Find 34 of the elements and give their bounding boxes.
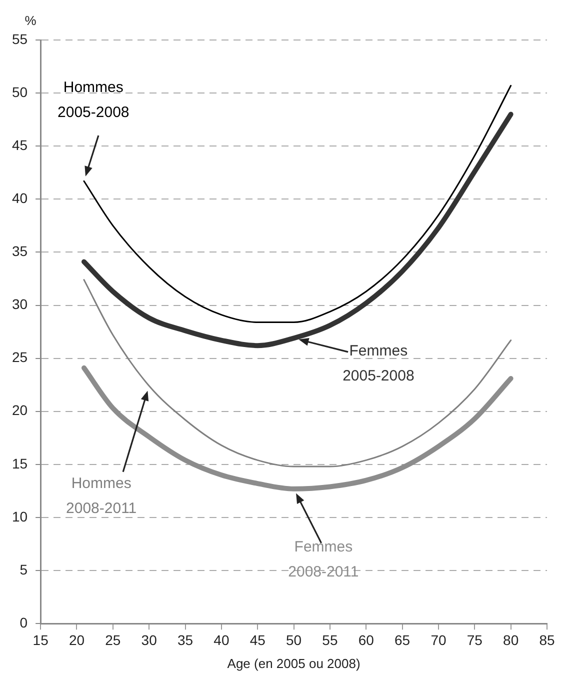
x-tick-label: 15 bbox=[32, 632, 49, 648]
x-tick-label: 35 bbox=[177, 632, 194, 648]
x-tick-label: 50 bbox=[286, 632, 302, 648]
x-tick-label: 85 bbox=[539, 632, 555, 648]
y-tick-label: 35 bbox=[12, 243, 28, 260]
x-tick-label: 65 bbox=[394, 632, 410, 648]
x-tick-label: 40 bbox=[214, 632, 230, 648]
x-tick-label: 25 bbox=[105, 632, 121, 648]
y-tick-label: 55 bbox=[12, 30, 28, 47]
x-tick-label: 75 bbox=[466, 632, 483, 648]
x-tick-label: 70 bbox=[430, 632, 446, 648]
x-tick-label: 55 bbox=[322, 632, 338, 648]
text: Femmes 2008-2011 bbox=[288, 538, 359, 581]
y-tick-label: 0 bbox=[20, 614, 28, 630]
y-axis-title: % bbox=[24, 13, 37, 28]
x-tick-label: 45 bbox=[250, 632, 266, 648]
y-tick-label: 5 bbox=[20, 561, 28, 578]
y-tick-label: 30 bbox=[12, 296, 28, 312]
y-tick-label: 10 bbox=[12, 508, 28, 524]
y-tick-label: 40 bbox=[12, 190, 28, 206]
x-axis-title: Age (en 2005 ou 2008) bbox=[227, 656, 360, 671]
y-tick-label: 20 bbox=[12, 402, 28, 418]
x-tick-label: 30 bbox=[141, 632, 158, 648]
line-series bbox=[83, 279, 512, 468]
y-tick-label: 25 bbox=[12, 349, 28, 366]
x-tick-label: 20 bbox=[68, 632, 85, 648]
y-tick-label: 45 bbox=[12, 136, 28, 153]
x-tick-label: 80 bbox=[503, 632, 519, 648]
text: Hommes 2005-2008 bbox=[58, 79, 130, 122]
x-tick-label: 60 bbox=[358, 632, 374, 648]
text: Hommes 2008-2011 bbox=[66, 474, 137, 517]
y-tick-label: 50 bbox=[12, 84, 28, 100]
series-label: Femmes 2005-2008 bbox=[342, 342, 414, 384]
y-tick-label: 15 bbox=[12, 455, 28, 472]
